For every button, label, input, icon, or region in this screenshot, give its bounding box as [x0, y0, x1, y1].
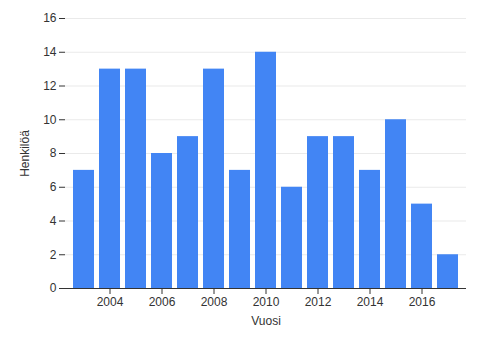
svg-text:0: 0 [50, 281, 57, 295]
svg-text:2016: 2016 [409, 295, 436, 309]
svg-text:2012: 2012 [305, 295, 332, 309]
svg-text:2006: 2006 [149, 295, 176, 309]
svg-text:Vuosi: Vuosi [251, 314, 281, 328]
svg-text:4: 4 [50, 214, 57, 228]
svg-text:16: 16 [43, 11, 57, 25]
svg-text:Henkilöä: Henkilöä [18, 130, 32, 177]
svg-text:2010: 2010 [253, 295, 280, 309]
svg-text:14: 14 [43, 45, 57, 59]
svg-text:2004: 2004 [97, 295, 124, 309]
svg-text:2: 2 [50, 248, 57, 262]
svg-text:10: 10 [43, 113, 57, 127]
svg-text:12: 12 [43, 79, 57, 93]
svg-text:2008: 2008 [201, 295, 228, 309]
svg-text:6: 6 [50, 180, 57, 194]
svg-text:2014: 2014 [357, 295, 384, 309]
svg-text:8: 8 [50, 146, 57, 160]
